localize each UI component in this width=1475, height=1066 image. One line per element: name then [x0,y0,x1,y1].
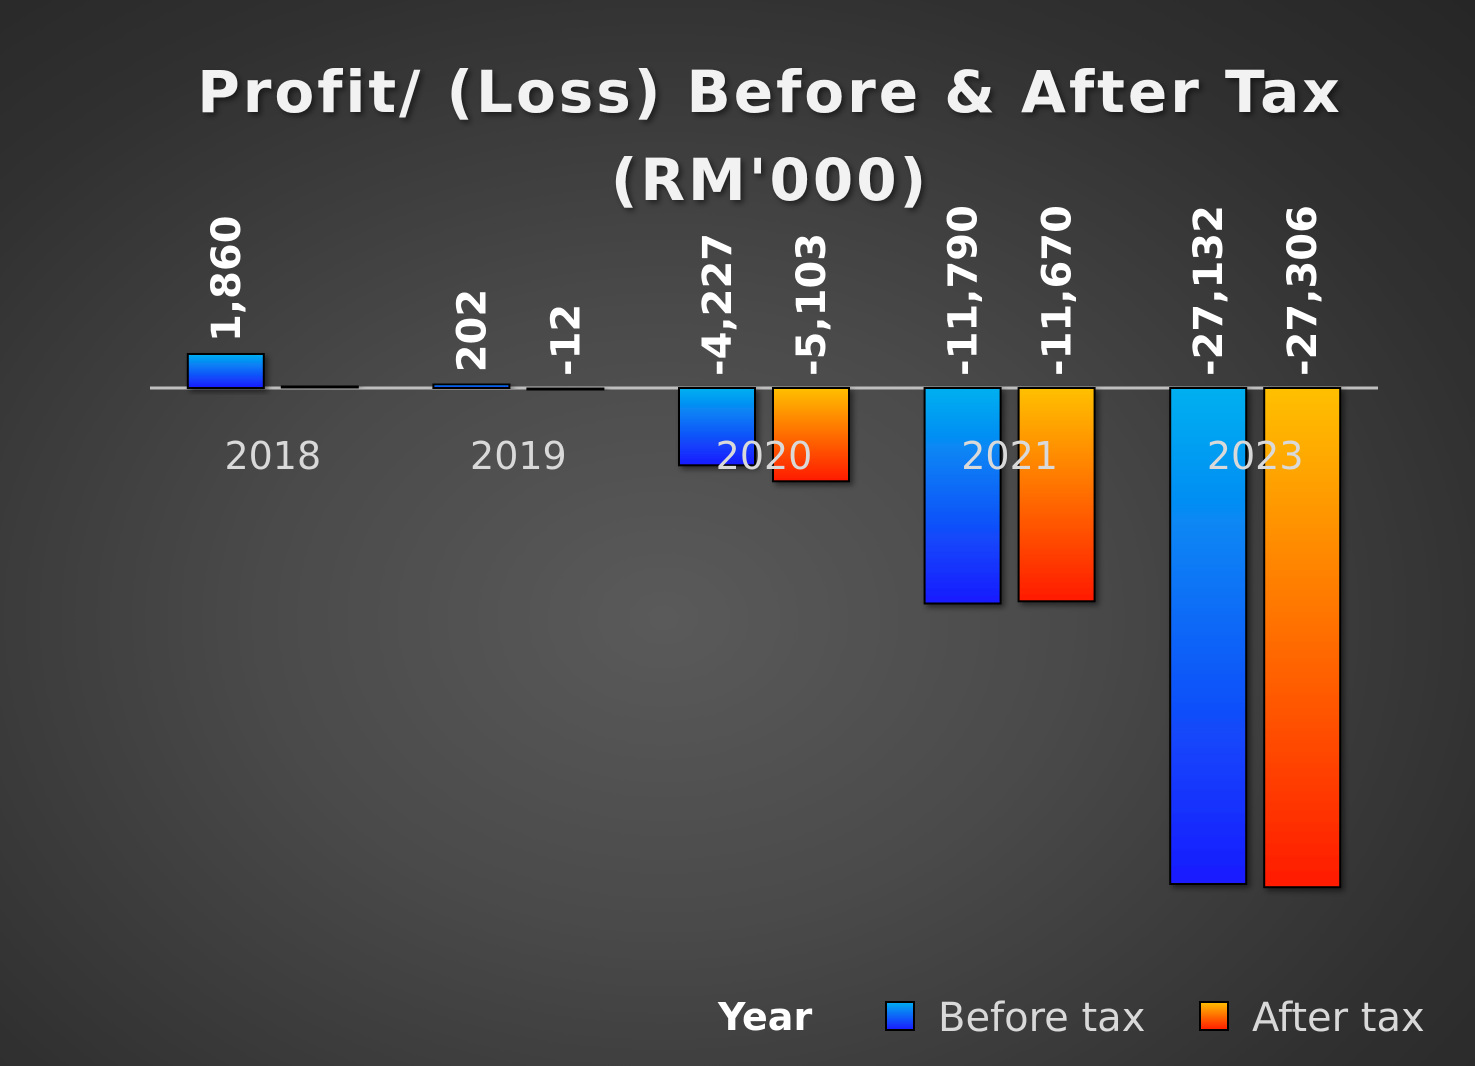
category-label-2021: 2021 [961,434,1058,478]
bar-before-tax-2023 [1169,387,1248,885]
data-label-before-tax-2019: 202 [449,289,495,373]
chart-subtitle: (RM'000) [611,146,929,214]
bar-before-tax-2018 [186,353,265,389]
data-label-after-tax-2020: -5,103 [789,233,835,376]
data-label-after-tax-2019: -12 [543,304,589,376]
bar-after-tax-2021 [1017,387,1096,603]
legend-swatch-after-tax [1199,1001,1229,1031]
bar-before-tax-2021 [923,387,1002,605]
bar-after-tax-2018 [280,385,359,389]
data-label-before-tax-2018: 1,860 [204,215,250,342]
legend: Year Before tax After tax [717,995,1425,1041]
category-label-2018: 2018 [224,434,321,478]
bar-after-tax-2019 [526,387,605,391]
bar-before-tax-2019 [432,383,511,389]
data-label-before-tax-2021: -11,790 [941,205,987,376]
legend-title: Year [717,995,812,1039]
category-label-2023: 2023 [1207,434,1304,478]
data-label-after-tax-2021: -11,670 [1035,205,1081,376]
legend-swatch-before-tax [885,1001,915,1031]
chart-title: Profit/ (Loss) Before & After Tax [197,58,1342,126]
category-label-2020: 2020 [716,434,813,478]
data-label-after-tax-2023: -27,306 [1280,205,1326,376]
category-labels: 2018 2019 2020 2021 2023 [224,434,1303,478]
data-label-before-tax-2020: -4,227 [695,233,741,376]
data-label-before-tax-2023: -27,132 [1186,205,1232,376]
bars-group [186,353,1342,889]
data-labels: 1,860 202 -12 -4,227 -5,103 -11,790 -11,670 -27… [204,205,1326,376]
category-label-2019: 2019 [470,434,567,478]
legend-label-after-tax: After tax [1252,995,1425,1041]
bar-after-tax-2020 [772,387,850,483]
legend-label-before-tax: Before tax [938,995,1145,1041]
bar-after-tax-2023 [1263,387,1342,889]
bar-before-tax-2020 [678,387,756,467]
